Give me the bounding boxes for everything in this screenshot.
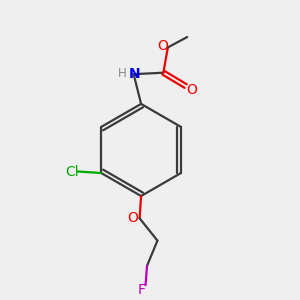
Text: N: N xyxy=(128,67,140,81)
Text: O: O xyxy=(157,39,168,53)
Text: O: O xyxy=(128,211,139,225)
Text: Cl: Cl xyxy=(66,164,79,178)
Text: O: O xyxy=(186,82,197,97)
Text: H: H xyxy=(118,67,127,80)
Text: F: F xyxy=(138,283,146,297)
